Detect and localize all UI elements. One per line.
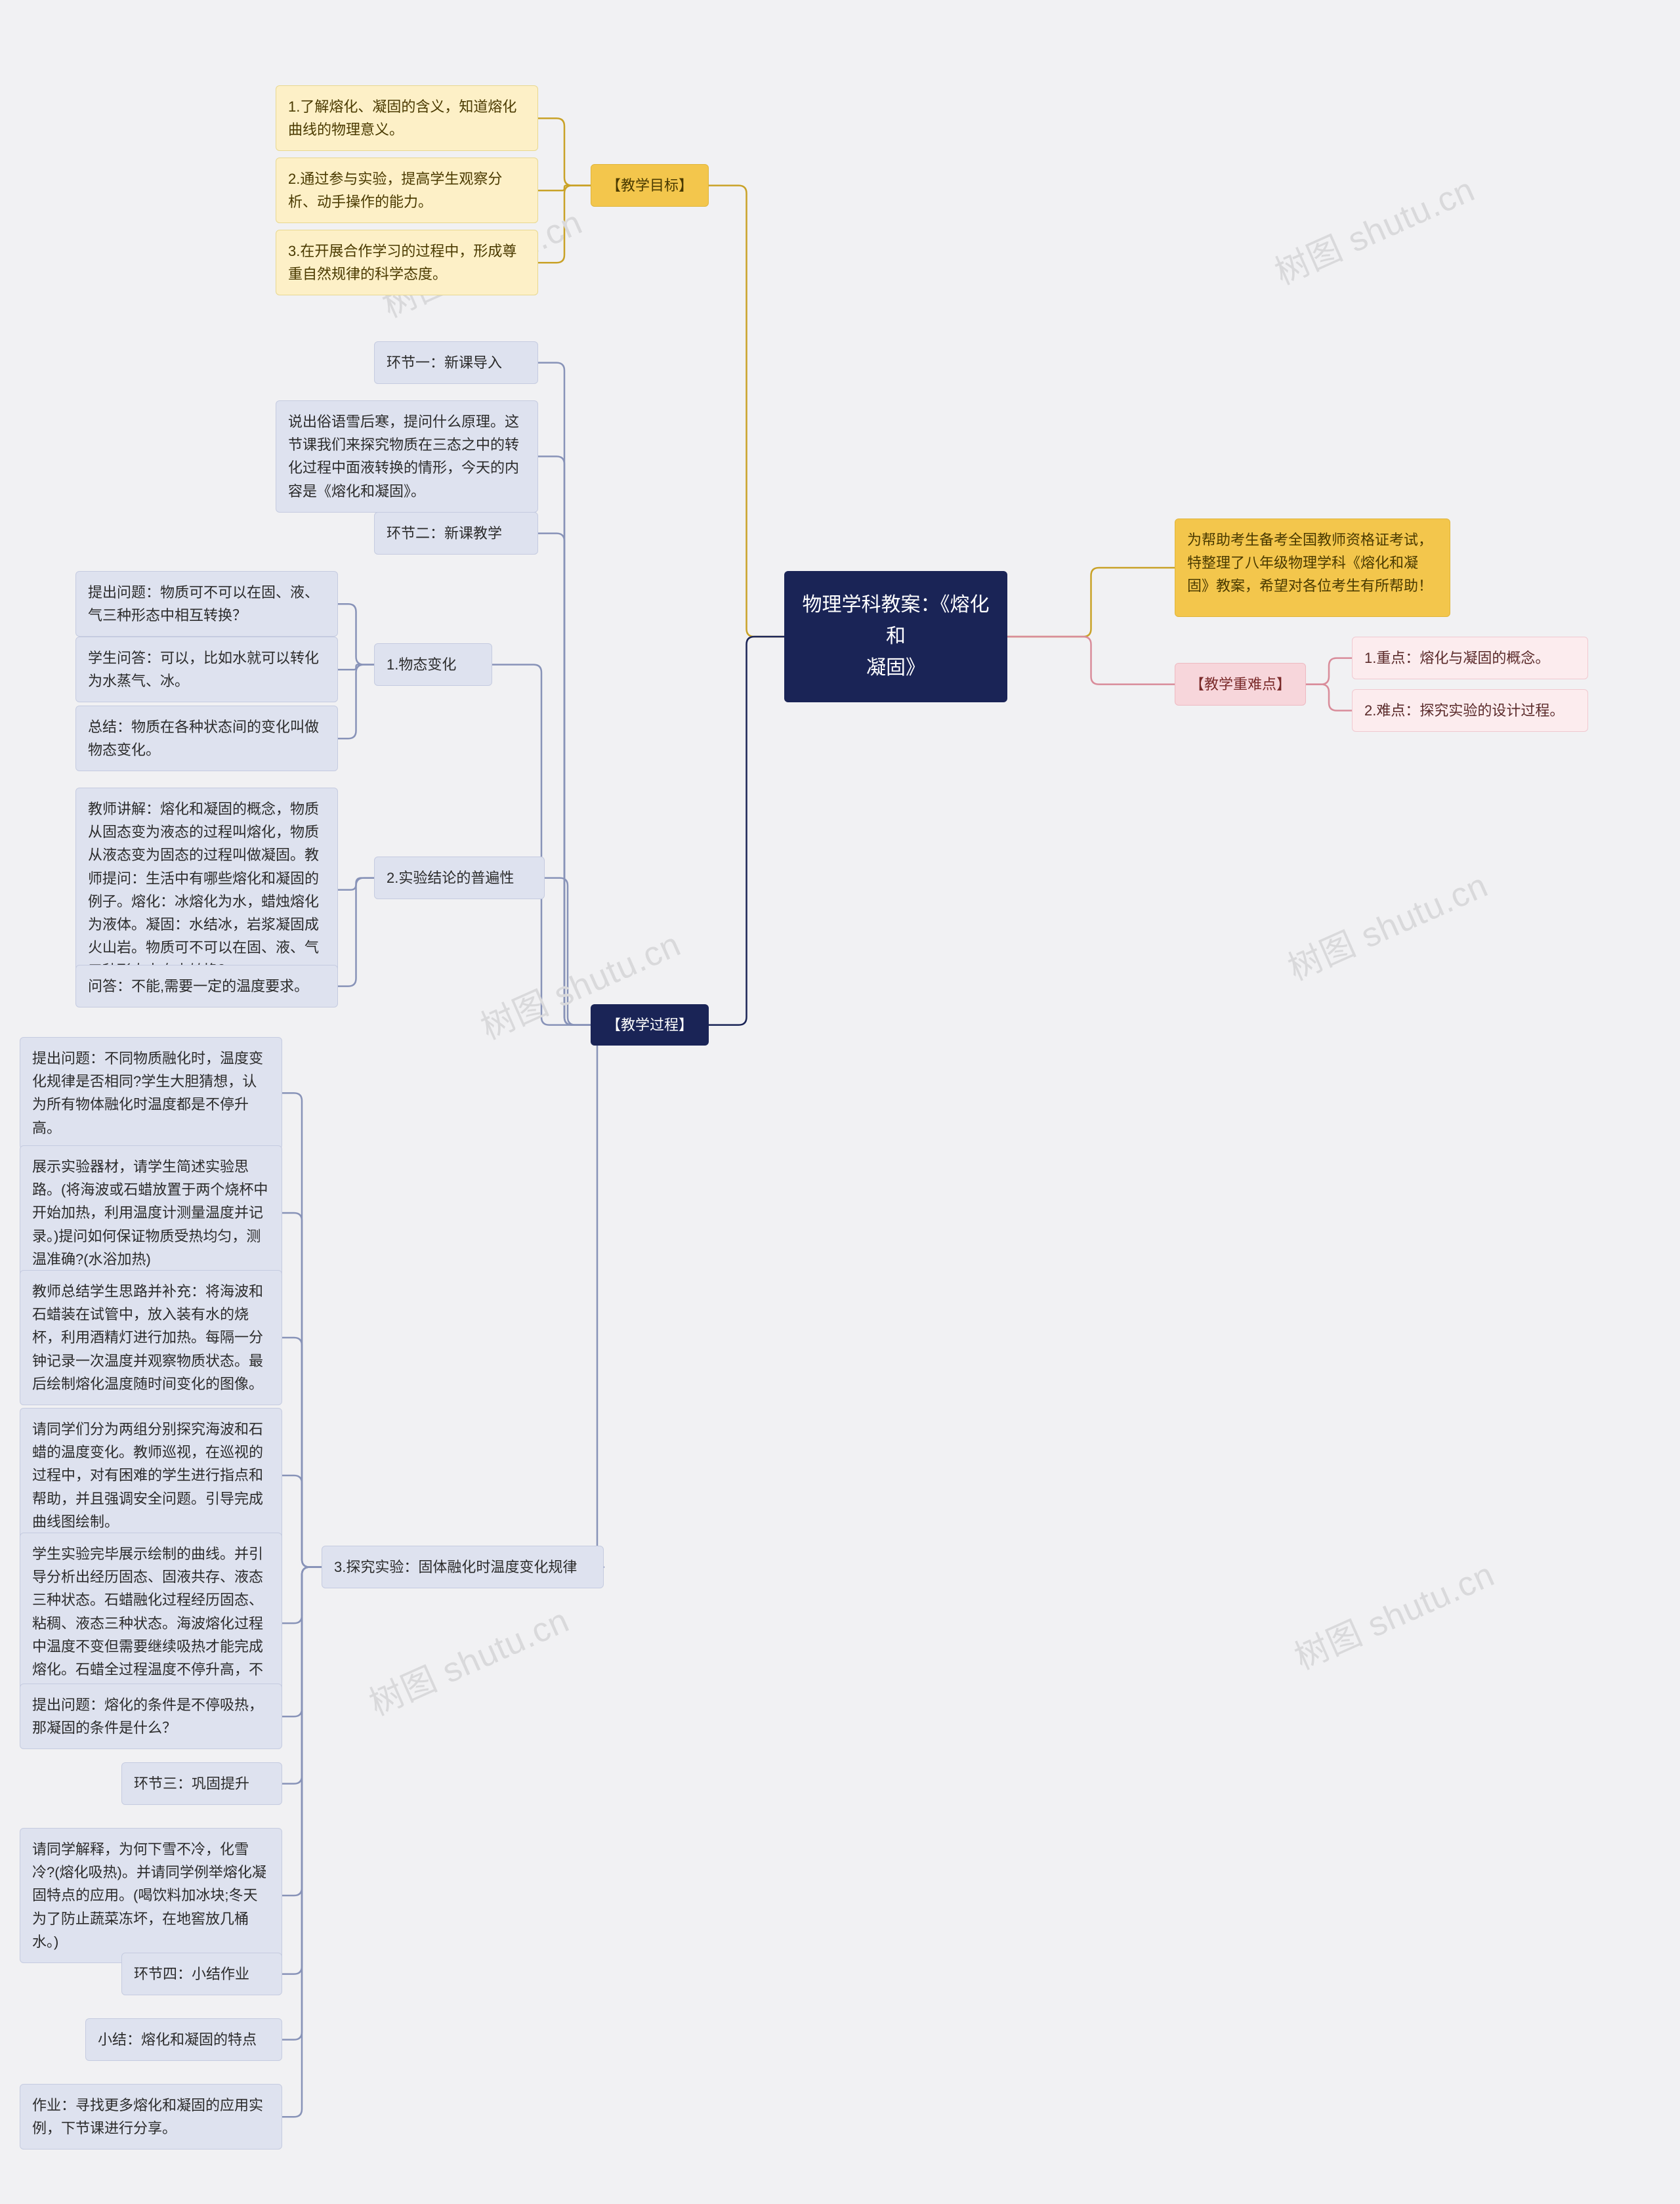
node-root[interactable]: 物理学科教案：《熔化和凝固》 <box>784 571 1007 702</box>
edge-root-process <box>709 637 784 1025</box>
edge-keypoints-kp1 <box>1306 658 1352 685</box>
edge-s2c-s2c_1 <box>282 1093 322 1567</box>
node-text: 2.实验结论的普遍性 <box>387 870 514 886</box>
edge-root-keypoints <box>1007 637 1175 685</box>
node-text: 环节四：小结作业 <box>134 1966 249 1982</box>
node-text: 说出俗语雪后寒，提问什么原理。这节课我们来探究物质在三态之中的转化过程中面液转换… <box>288 413 519 499</box>
edge-s2a-s2a_3 <box>338 665 374 739</box>
node-s2a[interactable]: 1.物态变化 <box>374 643 492 686</box>
edge-root-intro <box>1007 568 1175 637</box>
edge-s2c-s2c_8 <box>282 1567 322 1896</box>
node-s2c[interactable]: 3.探究实验：固体融化时温度变化规律 <box>322 1546 604 1588</box>
node-text: 提出问题：熔化的条件是不停吸热，那凝固的条件是什么？ <box>32 1697 263 1736</box>
mindmap-canvas: 树图 shutu.cn 树图 shutu.cn 树图 shutu.cn 树图 shut… <box>0 0 1680 2204</box>
node-text: 2.难点：探究实验的设计过程。 <box>1364 702 1564 719</box>
node-obj1[interactable]: 1.了解熔化、凝固的含义，知道熔化曲线的物理意义。 <box>276 85 538 151</box>
node-text: 提出问题：不同物质融化时，温度变化规律是否相同?学生大胆猜想，认为所有物体融化时… <box>32 1050 263 1136</box>
node-s2b_2[interactable]: 问答：不能,需要一定的温度要求。 <box>75 965 338 1007</box>
node-text: 学生问答：可以，比如水就可以转化为水蒸气、冰。 <box>88 650 319 689</box>
edge-s2c-s2c_7 <box>282 1567 322 1784</box>
edge-process-s2a <box>492 665 591 1025</box>
watermark: 树图 shutu.cn <box>1266 162 1481 294</box>
node-text: 为帮助考生备考全国教师资格证考试，特整理了八年级物理学科《熔化和凝固》教案，希望… <box>1187 532 1433 594</box>
node-process[interactable]: 【教学过程】 <box>591 1004 709 1046</box>
node-text: 环节一：新课导入 <box>387 354 502 371</box>
node-obj2[interactable]: 2.通过参与实验，提高学生观察分析、动手操作的能力。 <box>276 158 538 223</box>
edge-s2c-s2c_3 <box>282 1338 322 1567</box>
node-text: 【教学过程】 <box>606 1017 693 1033</box>
edge-s2c-s2c_6 <box>282 1567 322 1717</box>
node-text: 【教学重难点】 <box>1190 676 1291 692</box>
edge-s2b-s2b_1 <box>338 878 374 890</box>
edge-s2c-s2c_10 <box>282 1567 322 2040</box>
edge-s2c-s2c_11 <box>282 1567 322 2117</box>
node-text: 环节二：新课教学 <box>387 525 502 541</box>
node-text: 问答：不能,需要一定的温度要求。 <box>88 978 308 994</box>
edge-objective-obj3 <box>538 186 591 263</box>
node-s2c_11[interactable]: 作业：寻找更多熔化和凝固的应用实例，下节课进行分享。 <box>20 2084 282 2150</box>
watermark: 树图 shutu.cn <box>360 1593 576 1725</box>
node-text: 3.在开展合作学习的过程中，形成尊重自然规律的科学态度。 <box>288 243 516 282</box>
node-text: 学生实验完毕展示绘制的曲线。并引导分析出经历固态、固液共存、液态三种状态。石蜡融… <box>32 1546 263 1701</box>
node-text: 环节三：巩固提升 <box>134 1775 249 1792</box>
node-s2b[interactable]: 2.实验结论的普遍性 <box>374 857 545 899</box>
edge-s2c-s2c_4 <box>282 1475 322 1567</box>
node-text: 物理学科教案：《熔化和凝固》 <box>803 594 990 679</box>
edge-s2a-s2a_2 <box>338 665 374 670</box>
edge-s2c-s2c_5 <box>282 1567 322 1624</box>
node-intro[interactable]: 为帮助考生备考全国教师资格证考试，特整理了八年级物理学科《熔化和凝固》教案，希望… <box>1175 519 1450 617</box>
node-obj3[interactable]: 3.在开展合作学习的过程中，形成尊重自然规律的科学态度。 <box>276 230 538 295</box>
node-s2c_1[interactable]: 提出问题：不同物质融化时，温度变化规律是否相同?学生大胆猜想，认为所有物体融化时… <box>20 1037 282 1149</box>
node-kp2[interactable]: 2.难点：探究实验的设计过程。 <box>1352 689 1588 732</box>
node-text: 【教学目标】 <box>606 177 693 194</box>
edge-objective-obj1 <box>538 118 591 185</box>
node-text: 展示实验器材，请学生简述实验思路。(将海波或石蜡放置于两个烧杯中开始加热，利用温… <box>32 1158 268 1267</box>
edge-process-step1 <box>538 363 591 1025</box>
node-s2c_3[interactable]: 教师总结学生思路并补充：将海波和石蜡装在试管中，放入装有水的烧杯，利用酒精灯进行… <box>20 1270 282 1405</box>
node-step2[interactable]: 环节二：新课教学 <box>374 512 538 555</box>
edge-keypoints-kp2 <box>1306 685 1352 711</box>
edge-process-s2b <box>545 878 591 1025</box>
node-objective[interactable]: 【教学目标】 <box>591 164 709 207</box>
node-text: 提出问题：物质可不可以在固、液、气三种形态中相互转换？ <box>88 584 319 624</box>
edge-process-s2c <box>591 1025 604 1567</box>
node-text: 1.重点：熔化与凝固的概念。 <box>1364 650 1549 666</box>
edge-process-step2 <box>538 534 591 1025</box>
node-s2a_2[interactable]: 学生问答：可以，比如水就可以转化为水蒸气、冰。 <box>75 637 338 702</box>
watermark: 树图 shutu.cn <box>1279 858 1494 990</box>
node-text: 教师总结学生思路并补充：将海波和石蜡装在试管中，放入装有水的烧杯，利用酒精灯进行… <box>32 1283 263 1392</box>
watermark: 树图 shutu.cn <box>1286 1547 1501 1679</box>
node-text: 小结：熔化和凝固的特点 <box>98 2031 257 2048</box>
node-text: 2.通过参与实验，提高学生观察分析、动手操作的能力。 <box>288 171 502 210</box>
node-s2c_4[interactable]: 请同学们分为两组分别探究海波和石蜡的温度变化。教师巡视，在巡视的过程中，对有困难… <box>20 1408 282 1543</box>
edge-root-objective <box>709 186 784 637</box>
edge-s2c-s2c_2 <box>282 1213 322 1567</box>
node-text: 总结：物质在各种状态间的变化叫做物态变化。 <box>88 719 319 758</box>
edge-process-step1_1 <box>538 456 591 1025</box>
node-kp1[interactable]: 1.重点：熔化与凝固的概念。 <box>1352 637 1588 679</box>
node-s2a_1[interactable]: 提出问题：物质可不可以在固、液、气三种形态中相互转换？ <box>75 571 338 637</box>
node-s2c_7[interactable]: 环节三：巩固提升 <box>121 1762 282 1805</box>
node-step1_1[interactable]: 说出俗语雪后寒，提问什么原理。这节课我们来探究物质在三态之中的转化过程中面液转换… <box>276 400 538 513</box>
node-text: 1.物态变化 <box>387 656 456 673</box>
node-keypoints[interactable]: 【教学重难点】 <box>1175 663 1306 706</box>
node-s2c_10[interactable]: 小结：熔化和凝固的特点 <box>85 2018 282 2061</box>
node-text: 3.探究实验：固体融化时温度变化规律 <box>334 1559 577 1575</box>
node-text: 请同学们分为两组分别探究海波和石蜡的温度变化。教师巡视，在巡视的过程中，对有困难… <box>32 1421 263 1530</box>
node-s2b_1[interactable]: 教师讲解：熔化和凝固的概念，物质从固态变为液态的过程叫熔化，物质从液态变为固态的… <box>75 788 338 992</box>
edge-objective-obj2 <box>538 186 591 191</box>
node-text: 请同学解释，为何下雪不冷，化雪冷?(熔化吸热)。并请同学例举熔化凝固特点的应用。… <box>32 1841 266 1950</box>
node-s2c_9[interactable]: 环节四：小结作业 <box>121 1953 282 1995</box>
node-text: 作业：寻找更多熔化和凝固的应用实例，下节课进行分享。 <box>32 2097 263 2136</box>
node-s2a_3[interactable]: 总结：物质在各种状态间的变化叫做物态变化。 <box>75 706 338 771</box>
edge-s2b-s2b_2 <box>338 878 374 986</box>
node-text: 1.了解熔化、凝固的含义，知道熔化曲线的物理意义。 <box>288 98 516 138</box>
node-text: 教师讲解：熔化和凝固的概念，物质从固态变为液态的过程叫熔化，物质从液态变为固态的… <box>88 801 319 979</box>
node-s2c_2[interactable]: 展示实验器材，请学生简述实验思路。(将海波或石蜡放置于两个烧杯中开始加热，利用温… <box>20 1145 282 1281</box>
edge-s2a-s2a_1 <box>338 604 374 664</box>
edge-s2c-s2c_9 <box>282 1567 322 1974</box>
node-step1[interactable]: 环节一：新课导入 <box>374 341 538 384</box>
node-s2c_6[interactable]: 提出问题：熔化的条件是不停吸热，那凝固的条件是什么？ <box>20 1684 282 1749</box>
node-s2c_8[interactable]: 请同学解释，为何下雪不冷，化雪冷?(熔化吸热)。并请同学例举熔化凝固特点的应用。… <box>20 1828 282 1963</box>
